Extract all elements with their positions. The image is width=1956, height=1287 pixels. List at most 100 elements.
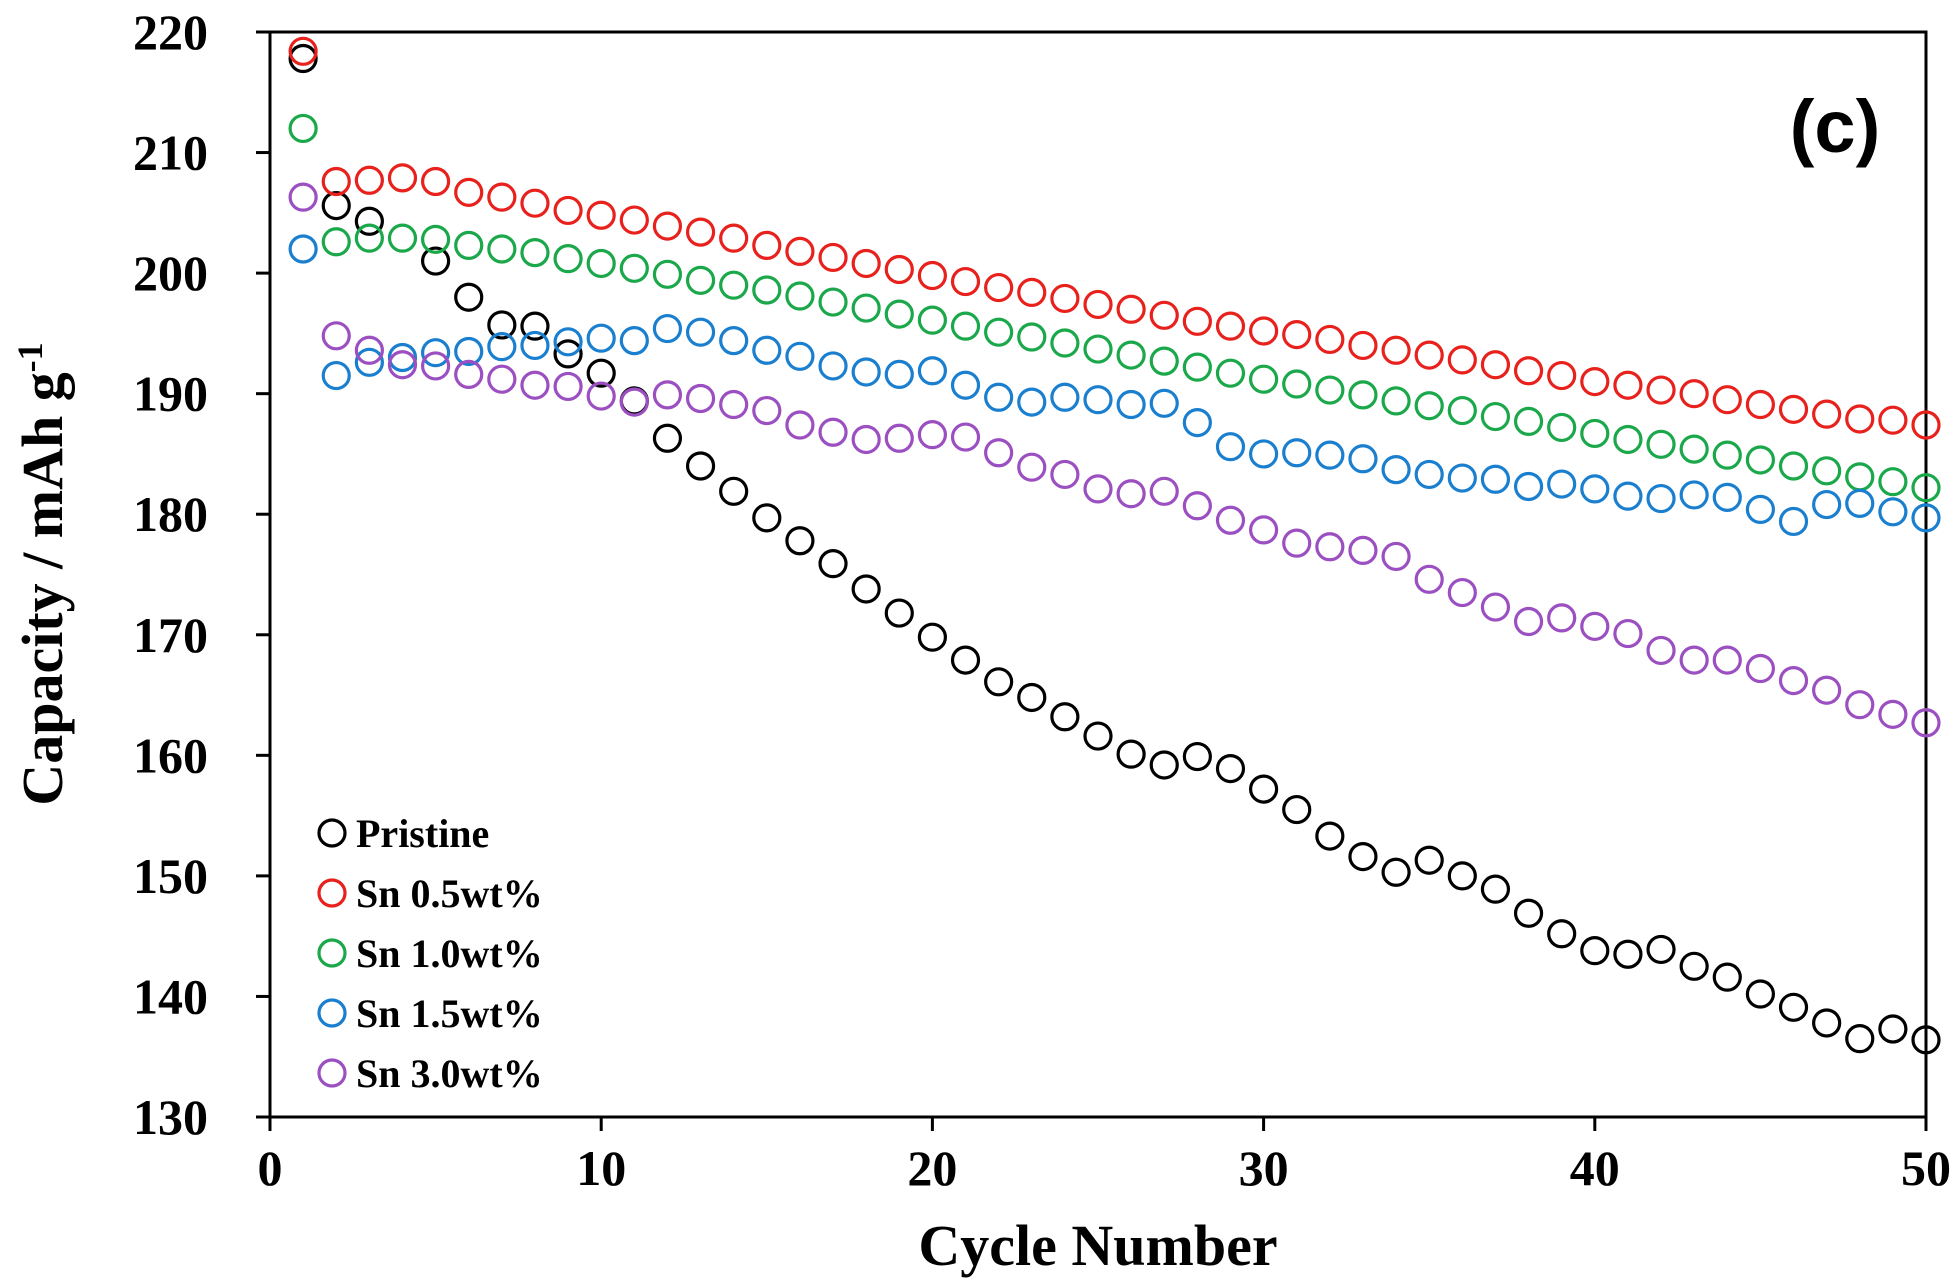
- data-point: [1447, 861, 1477, 891]
- data-point: [851, 424, 881, 455]
- data-point: [1447, 463, 1477, 493]
- y-tick-label: 200: [133, 245, 208, 301]
- data-point: [1348, 444, 1378, 474]
- data-point: [354, 223, 384, 253]
- data-point: [950, 266, 981, 297]
- data-point: [1878, 405, 1908, 435]
- y-tick-label: 160: [133, 727, 208, 783]
- data-point: [387, 223, 418, 253]
- data-point: [321, 166, 351, 197]
- x-tick-label: 40: [1570, 1140, 1620, 1196]
- data-point: [387, 350, 418, 380]
- data-point: [1911, 503, 1941, 533]
- data-point: [1911, 473, 1941, 503]
- data-point: [1480, 350, 1511, 380]
- data-point: [984, 317, 1014, 347]
- data-point: [1547, 919, 1577, 949]
- series-3: [288, 234, 1941, 537]
- data-point: [553, 339, 583, 369]
- data-point: [752, 230, 782, 260]
- data-point: [354, 165, 384, 195]
- data-point: [454, 282, 484, 312]
- data-point: [1745, 494, 1776, 524]
- data-point: [421, 246, 451, 276]
- data-point: [1712, 962, 1742, 992]
- data-point: [851, 357, 881, 387]
- x-axis-tick-labels: 0 10 20 30 40 50: [258, 1140, 1952, 1196]
- data-point: [1712, 385, 1742, 415]
- data-point: [719, 223, 749, 253]
- data-point: [1447, 577, 1477, 608]
- data-point: [1017, 387, 1047, 417]
- data-point: [1547, 469, 1577, 499]
- data-point: [1149, 476, 1179, 506]
- data-point: [553, 244, 583, 274]
- y-tick-label: 130: [133, 1089, 208, 1145]
- data-point: [586, 200, 616, 230]
- data-point: [1215, 753, 1246, 784]
- data-point: [487, 182, 517, 212]
- data-point: [984, 272, 1014, 303]
- legend-marker: [317, 998, 347, 1028]
- data-point: [950, 311, 981, 341]
- data-point: [884, 299, 914, 329]
- x-tick-label: 10: [576, 1140, 626, 1196]
- legend-label: Pristine: [356, 811, 489, 856]
- data-point: [1911, 1025, 1941, 1055]
- data-point: [818, 242, 848, 273]
- data-point: [586, 358, 616, 388]
- data-point: [619, 253, 649, 283]
- data-point: [1348, 380, 1378, 410]
- data-point: [1248, 774, 1279, 804]
- data-point: [1812, 675, 1842, 705]
- data-point: [520, 370, 550, 400]
- data-point: [553, 195, 583, 226]
- data-point: [1646, 635, 1676, 666]
- data-point: [354, 206, 384, 236]
- data-point: [387, 342, 418, 373]
- data-point: [1513, 471, 1544, 502]
- data-point: [520, 188, 550, 218]
- data-point: [1414, 845, 1444, 875]
- data-point: [454, 359, 484, 389]
- x-tick-label: 50: [1901, 1140, 1951, 1196]
- data-point: [1116, 479, 1146, 509]
- data-point: [785, 410, 815, 440]
- data-point: [1149, 300, 1179, 330]
- data-point: [752, 335, 782, 365]
- data-point: [1613, 939, 1643, 969]
- data-point: [752, 503, 782, 533]
- legend-marker: [317, 938, 347, 968]
- data-point: [884, 423, 914, 453]
- legend-marker: [317, 818, 347, 848]
- data-point: [1315, 532, 1345, 562]
- data-point: [487, 310, 517, 340]
- x-tick-label: 30: [1239, 1140, 1289, 1196]
- data-point: [1182, 741, 1212, 772]
- data-point: [1017, 277, 1047, 307]
- legend-label: Sn 1.5wt%: [356, 991, 543, 1036]
- data-point: [1778, 451, 1809, 481]
- data-point: [1414, 340, 1444, 370]
- data-point: [1580, 936, 1610, 966]
- data-point: [1613, 481, 1643, 511]
- data-point: [1778, 665, 1809, 696]
- data-point: [719, 326, 749, 356]
- data-point: [1381, 541, 1411, 572]
- data-point: [685, 217, 716, 247]
- x-axis-title: Cycle Number: [918, 1213, 1277, 1278]
- data-point: [1513, 406, 1544, 436]
- data-point: [1745, 389, 1776, 420]
- data-point: [421, 224, 451, 254]
- data-point: [1116, 739, 1146, 769]
- data-point: [1547, 603, 1577, 633]
- data-point: [785, 341, 815, 371]
- data-point: [984, 667, 1014, 697]
- data-point: [1116, 389, 1146, 420]
- data-point: [1845, 690, 1875, 720]
- data-point: [1712, 440, 1742, 470]
- data-point: [1812, 489, 1842, 520]
- data-point: [685, 265, 716, 295]
- data-point: [520, 311, 550, 341]
